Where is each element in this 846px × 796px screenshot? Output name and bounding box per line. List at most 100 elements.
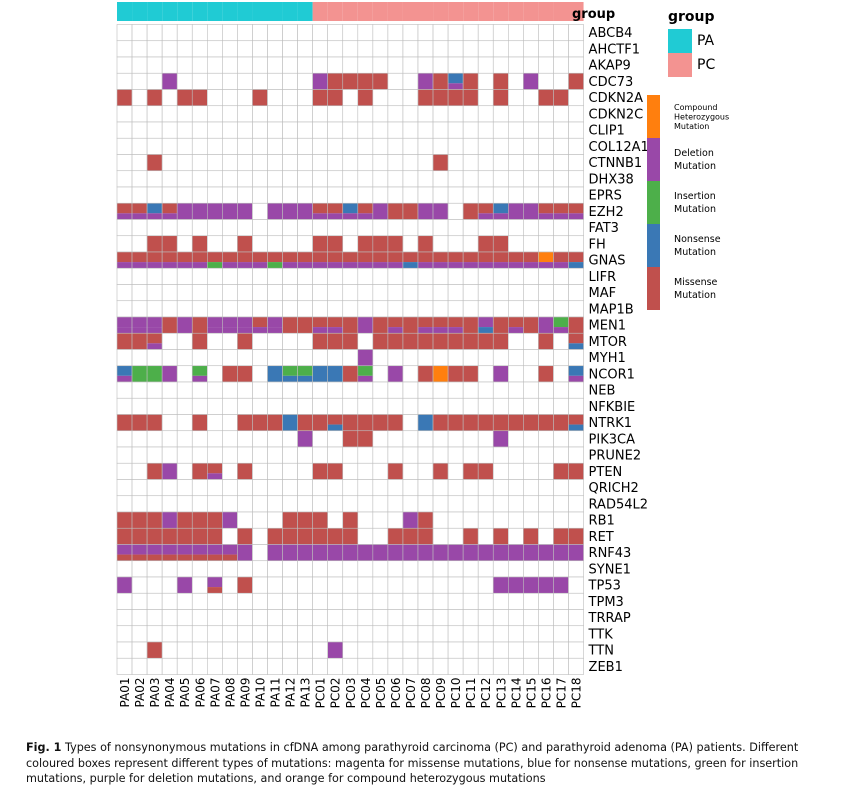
figure-caption: Fig. 1 Types of nonsynonymous mutations … <box>26 740 826 787</box>
cell-EZH2-PC12 <box>477 202 494 220</box>
cell-EZH2-PA11 <box>267 202 283 220</box>
cell-QRICH2-PC01 <box>312 479 328 497</box>
cell-MAP1B-PC09 <box>432 300 449 318</box>
cell-COL12A1-PC02 <box>327 137 344 155</box>
cell-AKAP9-PC17 <box>553 56 569 74</box>
cell-NCOR1-PC14 <box>507 365 524 383</box>
cell-CTNNB1-PC01 <box>312 154 328 172</box>
cell-PRUNE2-PC18 <box>568 446 584 464</box>
cell-EZH2-PA03 <box>146 202 163 220</box>
cell-CTNNB1-PA05 <box>176 154 193 172</box>
cell-PRUNE2-PC16 <box>538 446 554 464</box>
cell-MYH1-PC11 <box>462 349 479 367</box>
cell-FH-PC10 <box>447 235 464 253</box>
cell-MAP1B-PC02 <box>327 300 344 318</box>
cell-NTRK1-PC14 <box>507 414 524 432</box>
cell-CDKN2C-PA01 <box>116 105 133 123</box>
cell-PRUNE2-PC10 <box>447 446 464 464</box>
cell-PTEN-PC18 <box>568 462 584 480</box>
cell-AKAP9-PC05 <box>372 56 389 74</box>
cell-TRRAP-PA09 <box>237 609 253 627</box>
cell-TTN-PC04 <box>357 641 374 659</box>
mutation-legend-label-I-1: Mutation <box>674 204 716 215</box>
cell-GNAS-PC12 <box>477 251 494 269</box>
cell-LIFR-PC17 <box>553 267 569 285</box>
cell-NEB-PC17 <box>553 381 569 399</box>
cell-TP53-PA04 <box>161 576 178 594</box>
cell-SYNE1-PC08 <box>417 560 434 578</box>
cell-EZH2-PC08 <box>417 202 434 220</box>
cell-TP53-PA05 <box>176 576 193 594</box>
cell-TTN-PC09 <box>432 641 449 659</box>
cell-ABCB4-PC14 <box>507 24 524 42</box>
sample-label-PA06: PA06 <box>193 678 207 708</box>
cell-RET-PA03 <box>146 527 163 545</box>
cell-NCOR1-PA07 <box>207 365 223 383</box>
cell-AKAP9-PA01 <box>116 56 133 74</box>
cell-LIFR-PA11 <box>267 267 283 285</box>
cell-ABCB4-PC04 <box>357 24 374 42</box>
cell-SYNE1-PC11 <box>462 560 479 578</box>
cell-FAT3-PA05 <box>176 219 193 237</box>
cell-SYNE1-PC13 <box>492 560 509 578</box>
cell-NTRK1-PC16 <box>538 414 554 432</box>
cell-DHX38-PC01 <box>312 170 328 188</box>
cell-TP53-PC08 <box>417 576 434 594</box>
cell-EZH2-PC06 <box>387 202 404 220</box>
cell-CDC73-PC05 <box>372 72 389 90</box>
cell-CDKN2C-PC06 <box>387 105 404 123</box>
cell-RB1-PC18 <box>568 511 584 529</box>
cell-RNF43-PC10 <box>447 544 464 562</box>
cell-QRICH2-PC13 <box>492 479 509 497</box>
cell-CDKN2A-PC13 <box>492 89 509 107</box>
sample-label-PA05: PA05 <box>178 678 192 708</box>
cell-MAP1B-PC12 <box>477 300 494 318</box>
cell-COL12A1-PA06 <box>191 137 208 155</box>
cell-EZH2-PC10 <box>447 202 464 220</box>
mutation-legend-swatch-I <box>647 181 660 224</box>
cell-NFKBIE-PA06 <box>191 397 208 415</box>
cell-CDKN2C-PA10 <box>252 105 268 123</box>
cell-LIFR-PA04 <box>161 267 178 285</box>
cell-TTN-PC03 <box>342 641 359 659</box>
cell-CDC73-PA09 <box>237 72 253 90</box>
cell-CTNNB1-PC16 <box>538 154 554 172</box>
cell-FH-PC11 <box>462 235 479 253</box>
cell-COL12A1-PA10 <box>252 137 268 155</box>
cell-AHCTF1-PC07 <box>402 40 419 58</box>
cell-ABCB4-PA10 <box>252 24 268 42</box>
cell-FAT3-PC12 <box>477 219 494 237</box>
cell-RNF43-PC18 <box>568 544 584 562</box>
mutation-legend-label-I-0: Insertion <box>674 191 716 202</box>
cell-AKAP9-PC07 <box>402 56 419 74</box>
cell-DHX38-PC02 <box>327 170 344 188</box>
cell-RAD54L2-PA11 <box>267 495 283 513</box>
cell-GNAS-PA08 <box>222 251 238 269</box>
cell-TPM3-PA01 <box>116 592 133 610</box>
cell-MEN1-PC09 <box>432 316 449 334</box>
cell-MEN1-PA02 <box>131 316 148 334</box>
cell-ZEB1-PC08 <box>417 657 434 675</box>
cell-ABCB4-PA08 <box>222 24 238 42</box>
cell-AHCTF1-PA04 <box>161 40 178 58</box>
cell-NCOR1-PC02 <box>327 365 344 383</box>
cell-MAP1B-PC05 <box>372 300 389 318</box>
cell-CDKN2C-PA06 <box>191 105 208 123</box>
cell-FH-PC01 <box>312 235 328 253</box>
cell-RB1-PC13 <box>492 511 509 529</box>
cell-FH-PA04 <box>161 235 178 253</box>
cell-RET-PC14 <box>507 527 524 545</box>
cell-AHCTF1-PA11 <box>267 40 283 58</box>
group-cell-PA01 <box>117 2 133 21</box>
cell-NCOR1-PA12 <box>282 365 298 383</box>
cell-MAF-PA03 <box>146 284 163 302</box>
cell-DHX38-PC11 <box>462 170 479 188</box>
cell-MTOR-PA02 <box>131 332 148 350</box>
sample-label-PC16: PC16 <box>539 678 553 709</box>
cell-PTEN-PC15 <box>523 462 539 480</box>
group-cell-PC15 <box>523 2 539 21</box>
cell-SYNE1-PA08 <box>222 560 238 578</box>
cell-MYH1-PA08 <box>222 349 238 367</box>
cell-ABCB4-PC03 <box>342 24 359 42</box>
cell-MYH1-PA02 <box>131 349 148 367</box>
